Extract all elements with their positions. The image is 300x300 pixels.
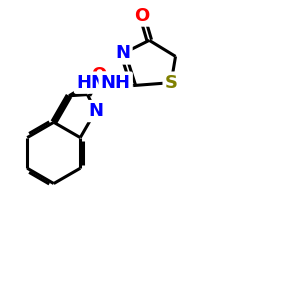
Text: S: S (165, 74, 178, 92)
Text: NH: NH (101, 74, 131, 92)
Text: N: N (88, 102, 103, 120)
Text: N: N (116, 44, 130, 62)
Text: O: O (134, 7, 150, 25)
Text: O: O (91, 66, 106, 84)
Text: HN: HN (76, 74, 106, 92)
